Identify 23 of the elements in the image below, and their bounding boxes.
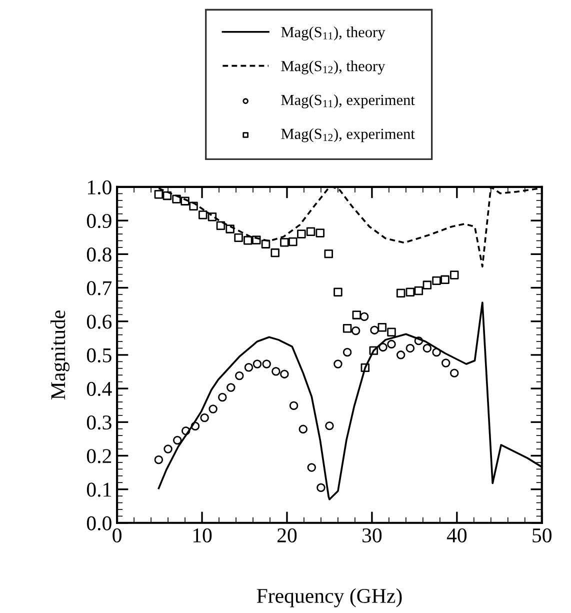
x-tick-label: 0 — [112, 528, 122, 542]
y-tick-label: 0.1 — [86, 482, 111, 497]
y-tick-label: 0.6 — [86, 314, 112, 329]
y-tick-label: 0.8 — [86, 248, 112, 262]
y-tick-label: 1.0 — [88, 180, 112, 194]
y-tick-label: 0.2 — [86, 449, 112, 464]
y-tick-label: 0.9 — [86, 214, 112, 228]
legend-label: Mag(S$_{12}$), experiment — [281, 128, 415, 142]
x-tick-label: 20 — [277, 528, 297, 542]
legend-label: Mag(S$_{11}$), theory — [281, 26, 386, 40]
x-tick-label: 30 — [362, 528, 382, 542]
y-tick-label: 0.3 — [86, 415, 112, 430]
x-axis-title: Frequency (GHz) — [256, 588, 402, 608]
x-tick-label: 10 — [193, 528, 212, 542]
y-tick-label: 0.5 — [86, 348, 112, 362]
y-axis-title: Magnitude — [50, 310, 70, 400]
y-tick-label: 0.4 — [86, 382, 112, 396]
x-tick-label: 50 — [532, 528, 552, 542]
y-tick-label: 0.0 — [86, 516, 112, 530]
y-tick-label: 0.7 — [86, 281, 112, 296]
legend-label: Mag(S$_{12}$), theory — [281, 60, 386, 74]
legend-label: Mag(S$_{11}$), experiment — [281, 94, 415, 108]
x-tick-label: 40 — [446, 528, 467, 542]
